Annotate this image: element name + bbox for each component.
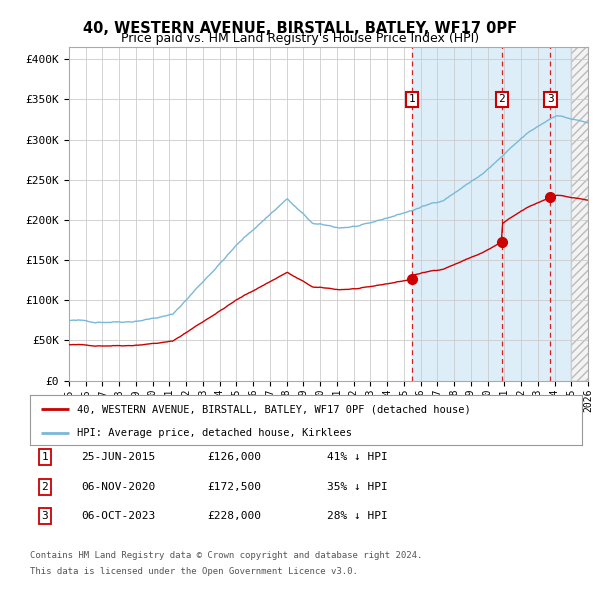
Bar <box>571 47 600 381</box>
Text: 06-OCT-2023: 06-OCT-2023 <box>81 512 155 521</box>
Bar <box>571 47 600 381</box>
Text: £172,500: £172,500 <box>207 482 261 491</box>
Text: 1: 1 <box>41 453 49 462</box>
Text: 2: 2 <box>499 94 505 104</box>
Text: 3: 3 <box>41 512 49 521</box>
Text: 1: 1 <box>409 94 415 104</box>
Bar <box>412 47 571 381</box>
Text: 25-JUN-2015: 25-JUN-2015 <box>81 453 155 462</box>
Text: £126,000: £126,000 <box>207 453 261 462</box>
Text: 3: 3 <box>547 94 554 104</box>
Text: This data is licensed under the Open Government Licence v3.0.: This data is licensed under the Open Gov… <box>30 566 358 576</box>
Text: 40, WESTERN AVENUE, BIRSTALL, BATLEY, WF17 0PF: 40, WESTERN AVENUE, BIRSTALL, BATLEY, WF… <box>83 21 517 35</box>
Text: 28% ↓ HPI: 28% ↓ HPI <box>327 512 388 521</box>
Text: £228,000: £228,000 <box>207 512 261 521</box>
Text: 35% ↓ HPI: 35% ↓ HPI <box>327 482 388 491</box>
Text: 40, WESTERN AVENUE, BIRSTALL, BATLEY, WF17 0PF (detached house): 40, WESTERN AVENUE, BIRSTALL, BATLEY, WF… <box>77 404 470 414</box>
Text: HPI: Average price, detached house, Kirklees: HPI: Average price, detached house, Kirk… <box>77 428 352 438</box>
Text: 41% ↓ HPI: 41% ↓ HPI <box>327 453 388 462</box>
Text: Contains HM Land Registry data © Crown copyright and database right 2024.: Contains HM Land Registry data © Crown c… <box>30 551 422 560</box>
Text: 06-NOV-2020: 06-NOV-2020 <box>81 482 155 491</box>
Text: 2: 2 <box>41 482 49 491</box>
Text: Price paid vs. HM Land Registry's House Price Index (HPI): Price paid vs. HM Land Registry's House … <box>121 32 479 45</box>
